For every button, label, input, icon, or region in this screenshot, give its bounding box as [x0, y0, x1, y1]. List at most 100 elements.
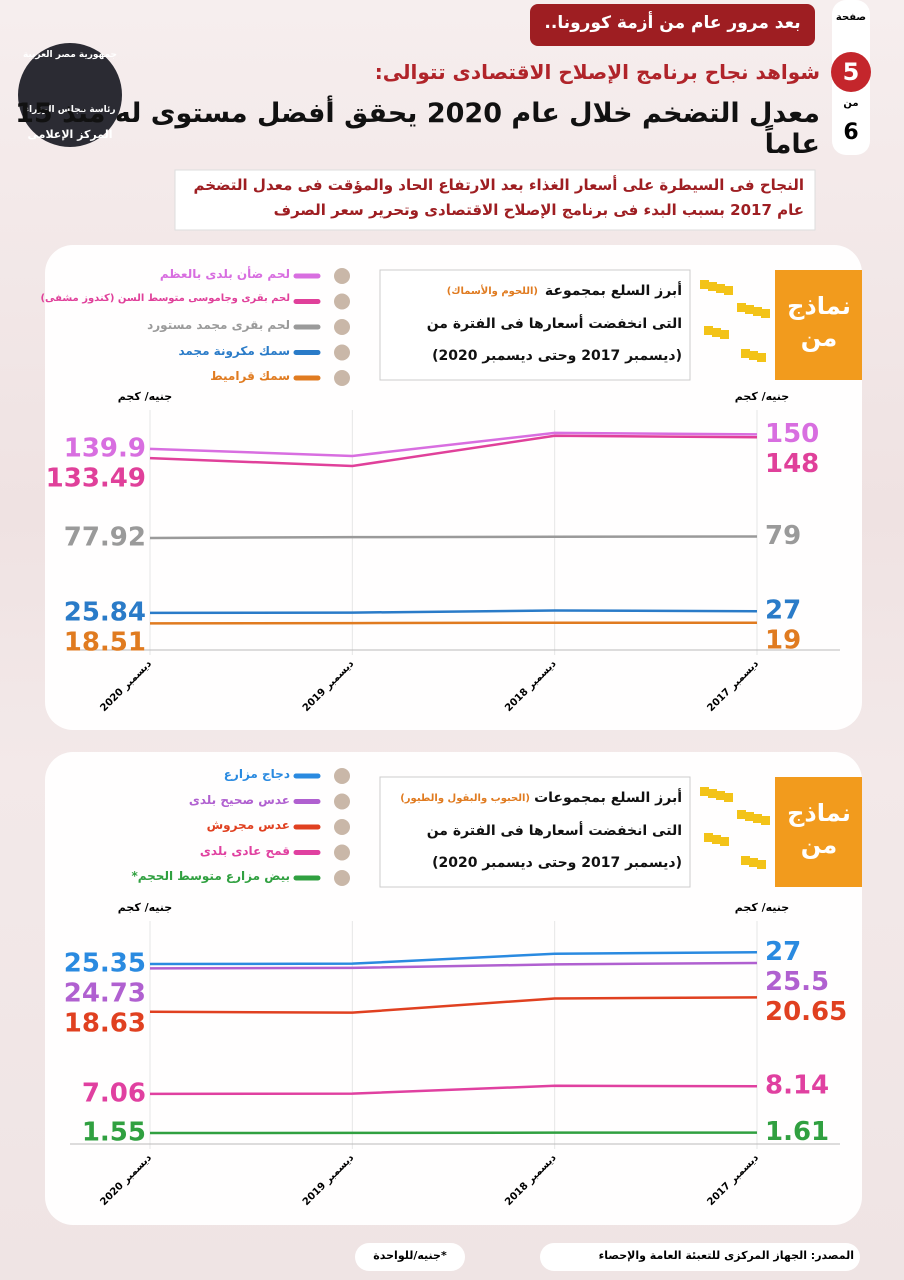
value-label: 27: [765, 596, 801, 626]
logo-text: رئاسة مجلس الوزراء: [24, 105, 116, 115]
series-line: [149, 961, 758, 970]
legend-label: سمك مكرونة مجمد: [178, 343, 290, 358]
value-label: 150: [765, 419, 819, 449]
y-unit: جنيه/ كجم: [735, 390, 789, 403]
legend-label: لحم ضأن بلدى بالعظم: [159, 267, 290, 281]
heading: أبرز السلع بمجموعات: [534, 790, 682, 806]
decor: [716, 284, 725, 293]
logo-text: جمهورية مصر العربية: [22, 50, 118, 60]
decor: [716, 791, 725, 800]
decor: [745, 812, 754, 821]
legend-label: عدس مجروش: [206, 818, 290, 832]
source-box: [540, 1243, 860, 1271]
series-line: [149, 434, 758, 468]
decor: [724, 793, 733, 802]
series-line: [149, 431, 758, 458]
banner: بعد مرور عام من أزمة كورونا..: [544, 13, 801, 33]
decor: [737, 303, 746, 312]
legend-label: لحم بقرى مجمد مستورد: [147, 318, 290, 332]
decor: [700, 280, 709, 289]
legend-label: لحم بقرى وجاموسى متوسط السن (كندوز مشفى): [40, 292, 290, 304]
subtitle: النجاح فى السيطرة على أسعار الغذاء بعد ا…: [193, 176, 804, 194]
decor: [757, 860, 766, 869]
value-label: 133.49: [46, 463, 146, 493]
series-line: [149, 996, 758, 1014]
legend-icon: [334, 793, 350, 810]
decor: [741, 856, 750, 865]
legend-icon: [334, 293, 350, 310]
series-line: [149, 951, 758, 966]
decor: [704, 833, 713, 842]
page-word: صفحة: [835, 12, 867, 23]
legend-icon: [334, 870, 350, 886]
value-label: 19: [765, 626, 801, 656]
panel-label-bg: [775, 270, 862, 380]
subtitle-box: [174, 169, 816, 231]
legend-label: قمح عادى بلدى: [199, 843, 290, 858]
period: (ديسمبر 2017 وحتى ديسمبر 2020): [432, 348, 682, 364]
value-label: 25.5: [765, 967, 829, 997]
of-word: من: [843, 98, 859, 109]
series-line: [149, 609, 758, 615]
decor: [720, 837, 729, 846]
panel-label: نماذج من: [787, 799, 851, 859]
decor: [708, 789, 717, 798]
value-label: 7.06: [82, 1078, 146, 1108]
subheading: التى انخفضت أسعارها فى الفترة من: [426, 316, 682, 332]
page-total: 6: [843, 120, 859, 145]
decor: [749, 858, 758, 867]
source: المصدر: الجهاز المركزى للتعبئة العامة وا…: [598, 1249, 854, 1262]
legend-icon: [334, 844, 350, 861]
heading-group: (اللحوم والأسماك): [446, 286, 538, 297]
headline: معدل التضخم خلال عام 2020 يحقق أفضل مستو…: [15, 98, 820, 160]
subtitle: عام 2017 بسبب البدء فى برنامج الإصلاح ال…: [273, 201, 804, 219]
value-label: 1.61: [765, 1117, 829, 1147]
page-circle: [831, 52, 871, 92]
value-label: 24.73: [64, 979, 146, 1009]
panel-label-bg: [775, 777, 862, 887]
period: (ديسمبر 2017 وحتى ديسمبر 2020): [432, 855, 682, 871]
heading-group: (الحبوب والبقول والطيور): [400, 793, 530, 804]
y-unit: جنيه/ كجم: [118, 901, 172, 914]
value-label: 1.55: [82, 1117, 146, 1147]
value-label: 18.63: [64, 1009, 146, 1039]
logo-text: المركز الإعلامى: [27, 128, 113, 141]
decor: [708, 282, 717, 291]
decor: [737, 810, 746, 819]
series-line: [149, 535, 758, 540]
decor: [712, 835, 721, 844]
subheading: التى انخفضت أسعارها فى الفترة من: [426, 823, 682, 839]
decor: [757, 353, 766, 362]
value-label: 148: [765, 449, 819, 479]
legend-label: بيض مزارع متوسط الحجم*: [131, 869, 290, 883]
page-number: 5: [842, 58, 860, 86]
value-label: 139.9: [64, 433, 146, 463]
legend-icon: [334, 344, 350, 361]
banner-bg: [530, 4, 815, 46]
decor: [700, 787, 709, 796]
decor: [761, 816, 770, 825]
series-line: [149, 621, 757, 625]
value-label: 27: [765, 937, 801, 967]
value-label: 25.84: [64, 597, 146, 627]
legend-label: دجاج مزارع: [223, 767, 290, 781]
info-box: [379, 269, 691, 381]
y-unit: جنيه/ كجم: [118, 390, 172, 403]
decor: [753, 307, 762, 316]
legend-label: عدس صحيح بلدى: [188, 792, 290, 807]
decor: [741, 349, 750, 358]
value-label: 8.14: [765, 1071, 829, 1101]
note: *جنيه/للواحدة: [373, 1249, 447, 1262]
decor: [753, 814, 762, 823]
decor: [720, 330, 729, 339]
info-box: [379, 776, 691, 888]
note-box: [355, 1243, 465, 1271]
value-label: 25.35: [64, 949, 146, 979]
legend-icon: [334, 768, 350, 784]
series-line: [149, 1084, 758, 1096]
legend-icon: [334, 319, 350, 335]
legend-icon: [334, 370, 350, 386]
y-unit: جنيه/ كجم: [735, 901, 789, 914]
decor: [761, 309, 770, 318]
legend-label: سمك قراميط: [210, 369, 290, 383]
